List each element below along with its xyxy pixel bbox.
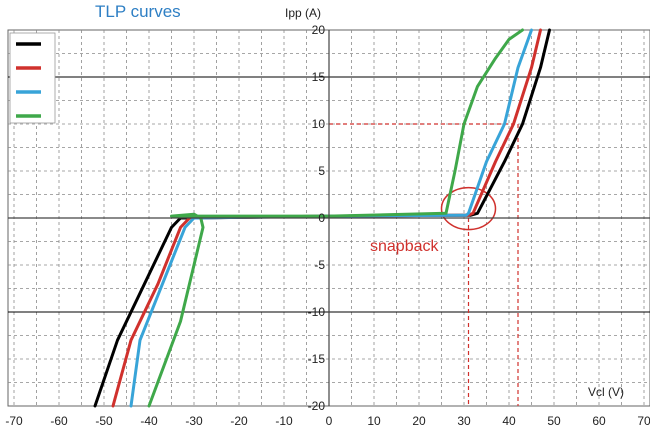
x-tick-label: -60 (50, 414, 68, 428)
x-tick-label: 30 (457, 414, 471, 428)
y-tick-label: 10 (312, 117, 326, 131)
x-tick-label: 70 (637, 414, 650, 428)
y-tick-label: -15 (308, 352, 326, 366)
x-tick-label: 50 (547, 414, 561, 428)
x-axis-label: Vcl (V) (588, 385, 624, 399)
x-tick-label: 60 (592, 414, 606, 428)
y-tick-label: -20 (308, 399, 326, 413)
legend-box (9, 32, 56, 124)
y-tick-label: 15 (312, 70, 326, 84)
legend (9, 32, 56, 124)
x-tick-label: -70 (5, 414, 23, 428)
x-tick-label: 40 (502, 414, 516, 428)
x-tick-label: -20 (230, 414, 248, 428)
chart-title: TLP curves (95, 2, 181, 21)
x-tick-label: -40 (140, 414, 158, 428)
y-tick-label: 5 (318, 164, 325, 178)
x-tick-label: -30 (185, 414, 203, 428)
y-tick-label: 0 (318, 211, 325, 225)
x-tick-label: -10 (275, 414, 293, 428)
x-tick-label: 0 (326, 414, 333, 428)
x-tick-label: -50 (95, 414, 113, 428)
snapback-annotation: snapback (370, 238, 439, 255)
snapback-guides (329, 123, 519, 406)
y-tick-label: -10 (308, 305, 326, 319)
snapback-circle (440, 186, 497, 231)
x-tick-label: 20 (412, 414, 426, 428)
y-axis-label: Ipp (A) (285, 6, 321, 20)
y-tick-label: -5 (314, 258, 325, 272)
x-tick-label: 10 (367, 414, 381, 428)
y-tick-label: 20 (312, 23, 326, 37)
